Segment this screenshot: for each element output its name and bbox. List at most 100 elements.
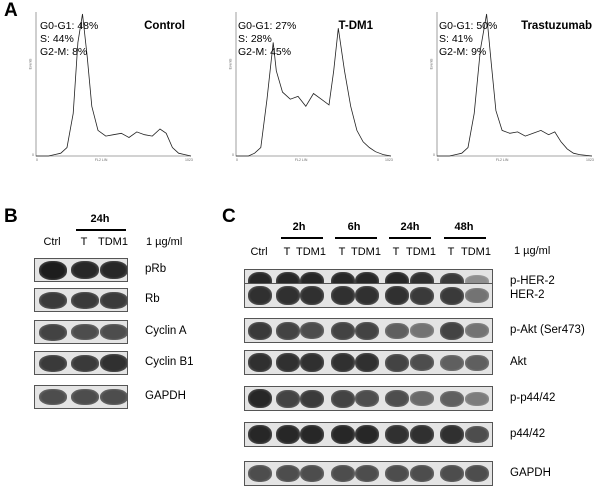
protein-band [331,465,355,482]
protein-band [385,390,409,407]
panel-b-letter: B [4,206,18,227]
protein-band [39,323,67,341]
protein-band [331,353,355,372]
condition-label: T-DM1 [338,20,374,32]
protein-band [465,288,489,303]
protein-band [410,425,434,444]
panel-c-bar-48h [444,237,486,239]
stat-line: G0-G1: 27% [238,20,297,32]
panel-c-lane-label: T [338,246,346,258]
stat-line: G2-M: 9% [439,46,487,58]
b-protein-label: pRb [145,263,167,275]
protein-band [248,425,272,444]
c-blot-5 [244,386,493,411]
protein-band [385,322,409,339]
panel-c-timepoint-24h: 24h [400,221,420,233]
panel-b-lane-tdm1: TDM1 [98,236,128,248]
panel-c-letter: C [222,206,236,227]
y-tick-label: 0 [32,153,34,157]
protein-band [440,465,464,482]
protein-band [300,322,324,339]
c-blot-4 [244,350,493,375]
protein-band [100,291,127,309]
protein-band [276,286,300,305]
x-axis-label: FL2 LIN [495,158,509,162]
stat-line: S: 44% [40,33,74,45]
c-protein-label: p-p44/42 [510,391,556,404]
panel-c-timepoint-6h: 6h [347,221,361,233]
protein-band [248,353,272,372]
protein-band [440,425,464,444]
protein-band [248,286,272,305]
c-protein-label: Akt [510,355,527,368]
protein-band [71,324,99,340]
panel-c-bar-6h [335,237,377,239]
b-protein-label: Rb [145,293,160,305]
panel-b-timepoint-bar [76,229,126,231]
x-tick-label: 0 [36,158,38,162]
x-tick-label: 1023 [385,158,393,162]
c-protein-label: p44/42 [510,427,546,440]
protein-band [100,324,127,340]
histogram-plot-1 [35,12,192,157]
protein-band [71,261,99,279]
protein-band [355,353,379,372]
protein-band [276,465,300,482]
protein-band [465,354,489,371]
protein-band [276,425,300,444]
panel-b-lane-ctrl: Ctrl [43,236,61,248]
x-tick-label: 1023 [586,158,594,162]
b-blot-4 [34,351,128,375]
x-tick-label: 1023 [185,158,193,162]
protein-band [385,286,409,305]
y-axis-label: Events [228,58,233,70]
panel-c-lane-label: TDM1 [406,246,436,258]
protein-band [385,353,409,372]
protein-band [300,389,324,408]
protein-band [300,353,324,372]
protein-band [100,389,127,405]
b-protein-label: Cyclin B1 [145,356,194,368]
panel-c-lane-label: TDM1 [461,246,491,258]
stat-line: S: 28% [238,33,272,45]
condition-label: Control [144,20,185,32]
x-tick-label: 0 [437,158,439,162]
x-tick-label: 0 [236,158,238,162]
stat-line: G2-M: 8% [40,46,88,58]
protein-band [248,321,272,340]
panel-c-lane-label: Ctrl [250,246,268,258]
panel-c-timepoint-48h: 48h [454,221,474,233]
protein-band [331,286,355,305]
c-blot-6 [244,422,493,447]
stat-line: G0-G1: 48% [40,20,99,32]
protein-band [440,390,464,407]
panel-c-bar-2h [281,237,323,239]
protein-band [276,389,300,408]
histogram-trace [236,28,392,157]
protein-band [410,323,434,338]
protein-band [39,354,67,372]
protein-band [440,286,464,305]
stat-line: S: 41% [439,33,473,45]
protein-band [300,425,324,444]
panel-c-lane-label: T [392,246,400,258]
protein-band [410,286,434,305]
protein-band [71,291,99,309]
histogram-3: G0-G1: 50% S: 41% G2-M: 9% Trastuzumab Event… [423,8,598,166]
panel-b-concentration: 1 µg/ml [146,236,183,248]
protein-band [300,286,324,305]
stat-line: G2-M: 45% [238,46,292,58]
x-axis-label: FL2 LIN [294,158,308,162]
protein-band [276,353,300,372]
histogram-trace [437,13,593,157]
c-protein-label: p-HER-2 [510,274,555,287]
histogram-trace [36,13,192,157]
protein-band [300,465,324,482]
protein-band [465,391,489,406]
y-axis-label: Events [429,58,434,70]
histogram-2: G0-G1: 27% S: 28% G2-M: 45% T-DM1 Events 0 0 10… [222,8,397,166]
b-blot-3 [34,320,128,344]
y-axis-label: Events [28,58,33,70]
panel-a-letter: A [4,0,18,21]
protein-band [385,425,409,444]
